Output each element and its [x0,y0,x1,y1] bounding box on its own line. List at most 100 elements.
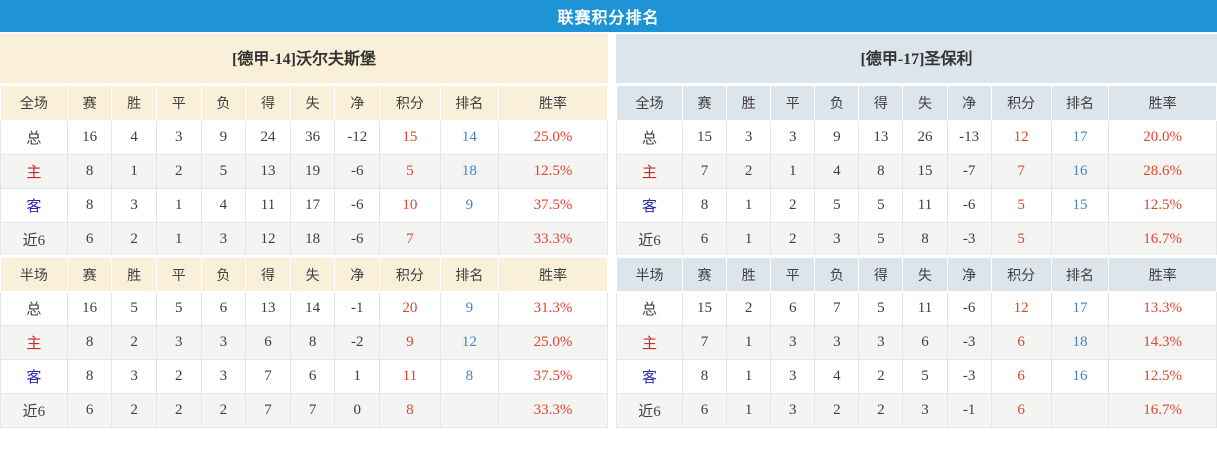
stat-goals-against: 8 [289,325,336,360]
stat-goal-diff: -13 [946,120,992,155]
stat-wins: 1 [726,222,772,257]
col-header-rank: 排名 [439,85,499,121]
stat-goals-for: 5 [858,222,904,257]
stat-goals-for: 6 [245,325,291,360]
stat-goals-for: 13 [245,154,291,189]
col-header-losses: 负 [814,255,860,292]
stats-row-away: 客 8 1 3 4 2 5 -3 6 16 12.5% [616,359,1217,394]
col-header-rank: 排名 [1050,255,1110,292]
stat-rank: 16 [1050,154,1110,189]
stat-draws: 2 [155,154,202,189]
col-header-goals-for: 得 [858,85,904,121]
stat-rank: 14 [439,120,499,155]
stat-draws: 1 [155,188,202,223]
stat-points: 9 [379,325,441,360]
stat-losses: 6 [200,291,247,326]
col-header-matches: 赛 [681,255,728,292]
stat-goals-for: 7 [245,393,291,428]
stat-points: 20 [379,291,441,326]
stat-goals-for: 24 [245,120,291,155]
stat-win-rate: 37.5% [497,188,609,223]
col-header-losses: 负 [814,85,860,121]
col-header-win-rate: 胜率 [497,255,609,292]
stat-goals-against: 3 [902,393,948,428]
row-label-home: 主 [616,325,683,360]
stat-rank: 15 [1050,188,1110,223]
col-header-points: 积分 [379,255,441,292]
stat-goals-against: 6 [289,359,336,394]
team-tables: [德甲-14]沃尔夫斯堡 全场赛胜平负得失净积分 排名 胜率总 16 4 3 9 24 36 -1… [0,34,1217,428]
stat-draws: 2 [155,393,202,428]
stat-matches: 7 [681,325,728,360]
col-header-half-match: 半场 [616,255,683,292]
stat-wins: 5 [111,291,157,326]
stats-row-away: 客 8 3 1 4 11 17 -6 10 9 37.5% [0,188,609,223]
stat-draws: 3 [770,359,816,394]
stat-goals-against: 11 [902,291,948,326]
stat-goal-diff: -3 [946,222,992,257]
stat-goal-diff: 1 [334,359,381,394]
league-standings-page: 联赛积分排名 [德甲-14]沃尔夫斯堡 全场赛胜平负得失净积分 排名 胜率总 16 4 3… [0,0,1217,428]
stat-goal-diff: -1 [334,291,381,326]
column-header-row: 半场赛胜平负得失净积分 排名 胜率 [616,255,1217,292]
stat-goal-diff: -6 [334,154,381,189]
col-header-goal-diff: 净 [946,85,992,121]
stat-goal-diff: 0 [334,393,381,428]
stat-goal-diff: -6 [946,188,992,223]
stat-matches: 16 [66,291,113,326]
stat-points: 10 [379,188,441,223]
team-panel-right: [德甲-17]圣保利 全场赛胜平负得失净积分 排名 胜率总 15 3 3 9 13 26 -13 1… [616,34,1217,428]
stat-goals-for: 13 [245,291,291,326]
column-header-row: 全场赛胜平负得失净积分 排名 胜率 [616,85,1217,121]
stat-win-rate: 37.5% [497,359,609,394]
stat-win-rate: 16.7% [1108,222,1217,257]
stats-row-total: 总 16 4 3 9 24 36 -12 15 14 25.0% [0,120,609,155]
col-header-goal-diff: 净 [946,255,992,292]
stat-matches: 7 [681,154,728,189]
stat-goals-against: 5 [902,359,948,394]
stat-losses: 3 [814,222,860,257]
team-title: [德甲-14]沃尔夫斯堡 [0,34,608,85]
row-label-total: 总 [0,120,68,155]
stat-wins: 3 [111,188,157,223]
stat-points: 6 [990,359,1052,394]
col-header-losses: 负 [200,255,247,292]
stat-goals-against: 6 [902,325,948,360]
stat-win-rate: 16.7% [1108,393,1217,428]
stat-wins: 4 [111,120,157,155]
stat-draws: 1 [155,222,202,257]
stat-draws: 3 [770,393,816,428]
stat-draws: 2 [155,359,202,394]
stat-draws: 2 [770,222,816,257]
stat-draws: 6 [770,291,816,326]
stat-matches: 8 [681,188,728,223]
stat-goals-for: 13 [858,120,904,155]
stat-wins: 2 [111,325,157,360]
row-label-home: 主 [0,325,68,360]
stat-matches: 8 [66,154,113,189]
stat-goals-for: 12 [245,222,291,257]
stat-goals-for: 8 [858,154,904,189]
stats-row-total: 总 15 3 3 9 13 26 -13 12 17 20.0% [616,120,1217,155]
col-header-wins: 胜 [726,255,772,292]
stats-row-away: 客 8 1 2 5 5 11 -6 5 15 12.5% [616,188,1217,223]
stat-points: 11 [379,359,441,394]
stat-wins: 2 [111,393,157,428]
stat-matches: 15 [681,120,728,155]
stat-losses: 3 [814,325,860,360]
stat-win-rate: 31.3% [497,291,609,326]
stat-goal-diff: -3 [946,359,992,394]
col-header-points: 积分 [990,85,1052,121]
stat-draws: 2 [770,188,816,223]
stat-rank: 8 [439,359,499,394]
stat-rank [439,393,499,428]
stat-wins: 3 [111,359,157,394]
col-header-goals-for: 得 [245,85,291,121]
stat-matches: 6 [66,222,113,257]
stat-draws: 5 [155,291,202,326]
stat-goals-for: 7 [245,359,291,394]
stat-win-rate: 25.0% [497,325,609,360]
stats-row-recent: 近6 6 1 3 2 2 3 -1 6 16.7% [616,393,1217,428]
stats-row-total: 总 16 5 5 6 13 14 -1 20 9 31.3% [0,291,609,326]
stat-goals-for: 11 [245,188,291,223]
